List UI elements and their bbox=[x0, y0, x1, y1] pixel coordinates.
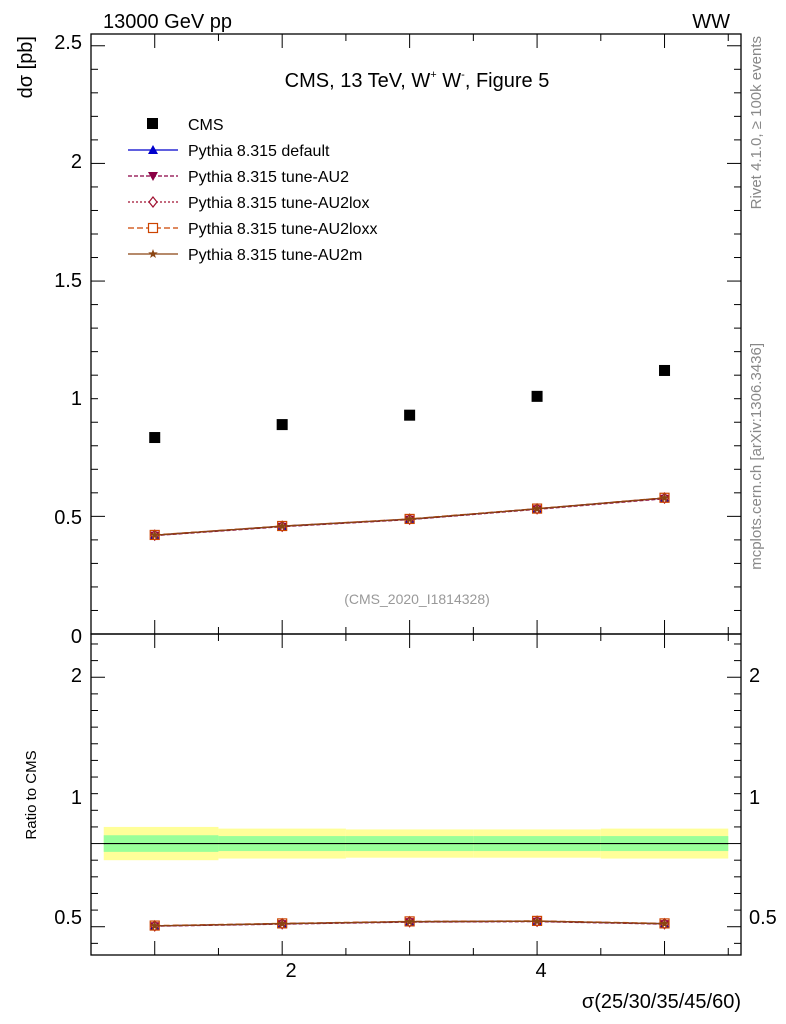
ratio-y-tick-label: 2 bbox=[71, 665, 82, 687]
ratio-y-tick-labels: 0.5 1 2 0.5 1 2 bbox=[54, 665, 777, 929]
legend-marker-cms bbox=[147, 118, 158, 129]
legend-label: Pythia 8.315 tune-AU2 bbox=[188, 169, 349, 186]
data-point-star bbox=[404, 514, 415, 524]
series-pythia-8-315-tune-au2m bbox=[150, 493, 670, 540]
x-tick-label: 2 bbox=[285, 960, 296, 982]
plot-frames bbox=[90, 33, 742, 956]
data-point-star bbox=[532, 916, 542, 926]
legend-marker-square-open bbox=[147, 222, 159, 234]
x-tick-labels: 2 4 bbox=[285, 960, 546, 982]
main-y-tick-labels: 0 0.5 1 1.5 2 2.5 bbox=[54, 32, 82, 648]
series-pythia-8-315-tune-au2m bbox=[150, 916, 670, 930]
header-right-label: WW bbox=[692, 11, 730, 33]
ratio-y-tick-label-right: 1 bbox=[749, 787, 760, 809]
ratio-y-axis-label: Ratio to CMS bbox=[23, 750, 40, 839]
ratio-y-tick-label-right: 2 bbox=[749, 665, 760, 687]
main-y-tick-label: 2.5 bbox=[54, 32, 82, 54]
data-point-star bbox=[532, 503, 542, 513]
data-point-square bbox=[149, 432, 161, 444]
ratio-plot-data bbox=[149, 915, 670, 932]
legend-entry-au2loxx: Pythia 8.315 tune-AU2loxx bbox=[128, 221, 377, 238]
data-point-star bbox=[277, 521, 287, 531]
data-point-star bbox=[659, 918, 670, 928]
data-point-star bbox=[150, 530, 160, 540]
legend-entry-au2lox: Pythia 8.315 tune-AU2lox bbox=[128, 195, 369, 212]
main-plot-title: CMS, 13 TeV, W+ W-, Figure 5 bbox=[285, 69, 550, 92]
legend-marker-triangle-down bbox=[148, 172, 158, 181]
data-point-star bbox=[150, 920, 160, 930]
data-point-square bbox=[659, 364, 671, 376]
header-left-label: 13000 GeV pp bbox=[103, 11, 232, 33]
legend-entry-cms: CMS bbox=[147, 117, 224, 134]
data-point-star bbox=[277, 918, 287, 928]
ratio-plot-frame bbox=[90, 633, 742, 956]
ratio-y-tick-label: 0.5 bbox=[54, 907, 82, 929]
main-y-tick-label: 1.5 bbox=[54, 270, 82, 292]
data-point-square bbox=[531, 390, 543, 402]
legend-label: Pythia 8.315 tune-AU2loxx bbox=[188, 221, 377, 238]
rivet-version-label: Rivet 4.1.0, ≥ 100k events bbox=[748, 36, 765, 209]
main-y-tick-label: 0.5 bbox=[54, 507, 82, 529]
legend-entry-default: Pythia 8.315 default bbox=[128, 143, 330, 160]
data-point-square bbox=[404, 409, 416, 421]
data-point-square bbox=[276, 419, 288, 431]
legend-label: Pythia 8.315 tune-AU2m bbox=[188, 247, 362, 264]
legend-marker-diamond bbox=[148, 196, 158, 208]
ratio-y-tick-label: 1 bbox=[71, 787, 82, 809]
analysis-watermark: (CMS_2020_I1814328) bbox=[344, 591, 490, 607]
legend-marker-star bbox=[148, 249, 158, 258]
main-y-axis-label: dσ [pb] bbox=[15, 36, 37, 98]
data-point-star bbox=[659, 493, 670, 502]
main-y-tick-label: 0 bbox=[71, 626, 82, 648]
ratio-y-tick-label-right: 0.5 bbox=[749, 907, 777, 929]
x-tick-label: 4 bbox=[535, 960, 546, 982]
legend-entry-au2: Pythia 8.315 tune-AU2 bbox=[128, 169, 349, 186]
x-axis-label: σ(25/30/35/45/60) bbox=[582, 991, 741, 1013]
main-y-tick-label: 1 bbox=[71, 388, 82, 410]
legend-label: CMS bbox=[188, 117, 224, 134]
legend: CMS Pythia 8.315 default Pythia 8.315 tu… bbox=[128, 117, 377, 264]
mcplots-label: mcplots.cern.ch [arXiv:1306.3436] bbox=[748, 343, 765, 570]
legend-marker-triangle-up bbox=[148, 145, 158, 154]
main-plot-data bbox=[149, 364, 671, 542]
main-y-tick-label: 2 bbox=[71, 151, 82, 173]
data-point-star bbox=[404, 916, 415, 926]
legend-entry-au2m: Pythia 8.315 tune-AU2m bbox=[128, 247, 362, 264]
legend-label: Pythia 8.315 default bbox=[188, 143, 330, 160]
series-cms bbox=[149, 364, 671, 444]
legend-label: Pythia 8.315 tune-AU2lox bbox=[188, 195, 369, 212]
ratio-uncertainty-bands bbox=[103, 826, 729, 861]
